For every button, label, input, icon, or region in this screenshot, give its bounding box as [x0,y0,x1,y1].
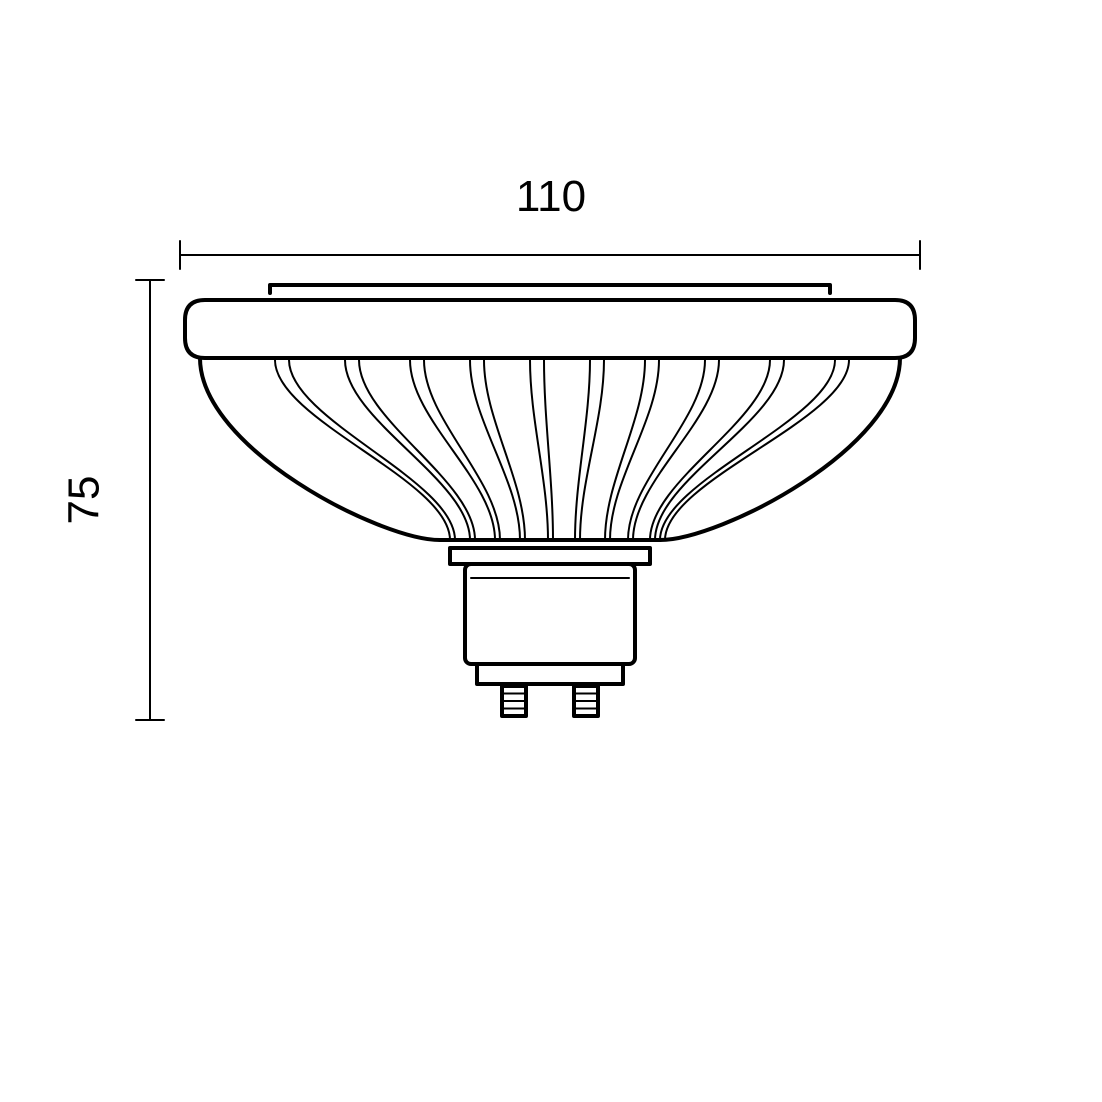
lamp-drawing [0,0,1102,1102]
dimension-height-label: 75 [59,476,109,525]
diagram-canvas: 110 75 [0,0,1102,1102]
dimension-width-label: 110 [0,172,1102,222]
